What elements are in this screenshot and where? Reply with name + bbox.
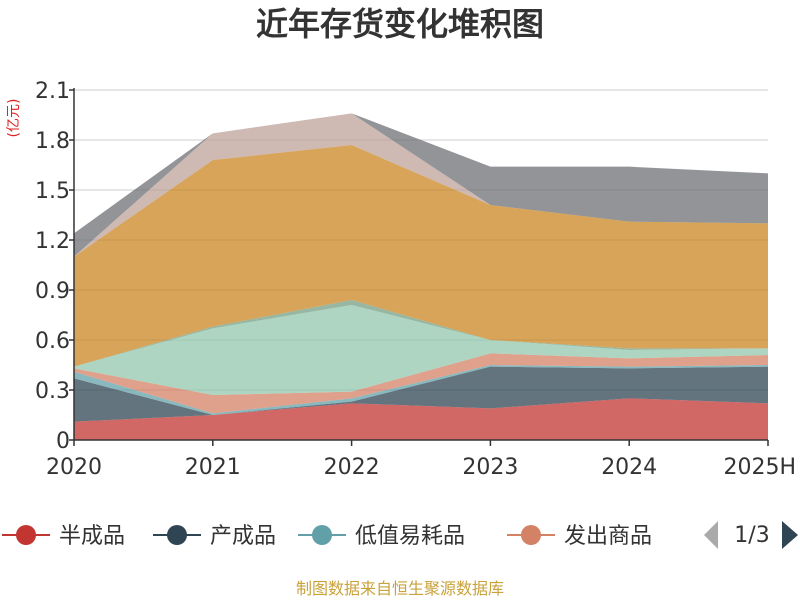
y-tick-label: 1.8 — [35, 129, 70, 154]
area-series-1 — [74, 366, 768, 422]
legend-item[interactable]: 发出商品 — [507, 524, 652, 549]
legend-label: 低值易耗品 — [355, 524, 465, 549]
area-series-3 — [74, 353, 768, 414]
x-tick-label: 2025H — [723, 455, 796, 480]
y-tick-label: 0.6 — [35, 329, 70, 354]
legend-item[interactable]: 产成品 — [153, 524, 276, 549]
legend-marker — [16, 525, 36, 545]
y-tick-label: 0.9 — [35, 279, 70, 304]
data-source-note: 制图数据来自恒生聚源数据库 — [296, 579, 504, 598]
y-tick-label: 2.1 — [35, 79, 70, 104]
x-tick-label: 2023 — [462, 455, 518, 480]
y-tick-label: 0 — [56, 429, 70, 454]
legend-marker — [312, 525, 332, 545]
area-series-0 — [74, 398, 768, 440]
legend-item[interactable]: 半成品 — [2, 524, 125, 549]
y-tick-label: 1.2 — [35, 229, 70, 254]
chart-title: 近年存货变化堆积图 — [256, 5, 544, 43]
y-tick-labels: 0 0.3 0.6 0.9 1.2 1.5 1.8 2.1 — [35, 79, 70, 454]
x-tick-labels: 2020 2021 2022 2023 2024 2025H — [46, 455, 796, 480]
y-tick-label: 1.5 — [35, 179, 70, 204]
axes — [69, 88, 769, 446]
legend-page-indicator: 1/3 — [734, 523, 769, 548]
legend-marker — [521, 525, 541, 545]
area-series-4 — [74, 305, 768, 395]
area-series-7 — [74, 113, 768, 257]
legend-label: 半成品 — [59, 524, 125, 549]
x-tick-label: 2021 — [185, 455, 241, 480]
y-tick-label: 0.3 — [35, 379, 70, 404]
prev-page-icon[interactable] — [704, 521, 718, 549]
legend: 半成品 产成品 低值易耗品 发出商品 — [2, 524, 652, 549]
y-axis-unit: (亿元) — [6, 99, 22, 138]
x-tick-label: 2022 — [324, 455, 380, 480]
next-page-icon[interactable] — [782, 521, 798, 549]
legend-marker — [167, 525, 187, 545]
area-series-8 — [74, 113, 768, 257]
x-tick-label: 2020 — [46, 455, 102, 480]
legend-item[interactable]: 低值易耗品 — [298, 524, 465, 549]
legend-label: 发出商品 — [564, 524, 652, 549]
x-tick-label: 2024 — [601, 455, 657, 480]
area-series-6 — [74, 145, 768, 367]
legend-label: 产成品 — [210, 524, 276, 549]
areas — [74, 113, 768, 440]
legend-pager: 1/3 — [704, 521, 798, 549]
